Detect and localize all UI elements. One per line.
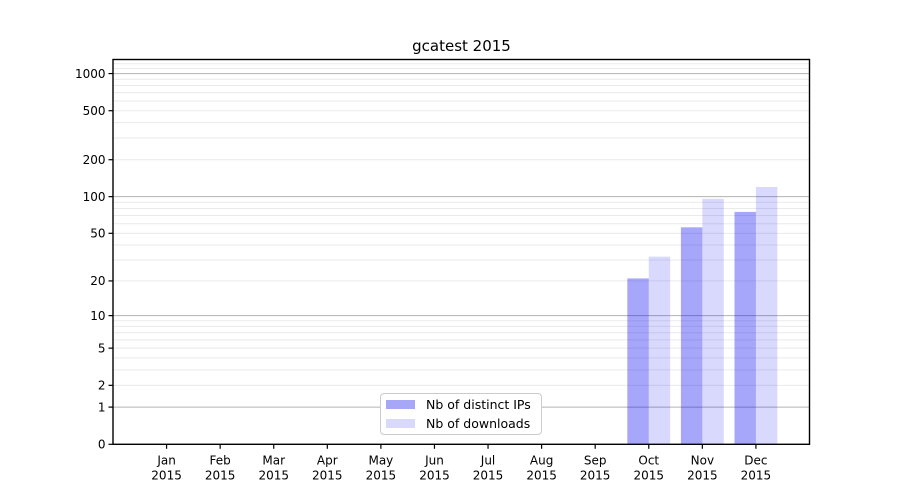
- x-tick-label-year: 2015: [419, 469, 450, 483]
- x-tick-label-year: 2015: [312, 469, 343, 483]
- x-tick-label-year: 2015: [526, 469, 557, 483]
- x-tick-label-month: Mar: [262, 453, 285, 467]
- x-tick-label-month: Jun: [424, 453, 444, 467]
- x-tick-label-year: 2015: [151, 469, 182, 483]
- y-tick-label: 1000: [75, 67, 106, 81]
- x-tick-label-year: 2015: [473, 469, 504, 483]
- legend-item-distinct-ips: Nb of distinct IPs: [381, 396, 541, 413]
- x-tick-label-month: May: [368, 453, 393, 467]
- y-tick-label: 500: [83, 104, 106, 118]
- x-tick-label-year: 2015: [580, 469, 611, 483]
- bar: [627, 278, 649, 445]
- x-tick-label-month: Jan: [156, 453, 176, 467]
- legend-label-downloads: Nb of downloads: [426, 416, 531, 431]
- y-tick-label: 10: [90, 309, 105, 323]
- legend: Nb of distinct IPs Nb of downloads: [380, 393, 542, 435]
- x-tick-label-month: Sep: [584, 453, 607, 467]
- x-tick-label-year: 2015: [687, 469, 718, 483]
- x-tick-label-month: Aug: [530, 453, 553, 467]
- x-tick-label-year: 2015: [633, 469, 664, 483]
- x-tick-label-month: Apr: [317, 453, 338, 467]
- x-tick-label-year: 2015: [205, 469, 236, 483]
- legend-swatch-distinct-ips: [386, 400, 415, 409]
- x-tick-label-month: Feb: [210, 453, 231, 467]
- legend-label-distinct-ips: Nb of distinct IPs: [426, 397, 531, 412]
- y-tick-label: 100: [83, 190, 106, 204]
- bar: [648, 256, 671, 445]
- y-tick-label: 1: [98, 400, 106, 414]
- y-tick-label: 5: [98, 341, 106, 355]
- y-tick-label: 0: [98, 438, 106, 452]
- legend-swatch-downloads: [386, 419, 415, 428]
- bar: [702, 198, 724, 445]
- x-tick-label-month: Oct: [638, 453, 659, 467]
- x-tick-label-month: Jul: [480, 453, 495, 467]
- y-tick-label: 200: [83, 153, 106, 167]
- chart-title: gcatest 2015: [412, 37, 511, 55]
- y-tick-label: 50: [90, 227, 105, 241]
- y-tick-label: 2: [98, 379, 106, 393]
- x-tick-label-year: 2015: [258, 469, 289, 483]
- legend-item-downloads: Nb of downloads: [381, 415, 541, 432]
- y-tick-label: 20: [90, 274, 105, 288]
- x-tick-label-year: 2015: [741, 469, 772, 483]
- bar: [734, 211, 756, 445]
- plot-frame: [112, 58, 811, 445]
- x-tick-label-year: 2015: [366, 469, 397, 483]
- x-tick-label-month: Dec: [744, 453, 767, 467]
- bar: [680, 227, 703, 445]
- x-tick-label-month: Nov: [691, 453, 714, 467]
- bar: [755, 186, 778, 445]
